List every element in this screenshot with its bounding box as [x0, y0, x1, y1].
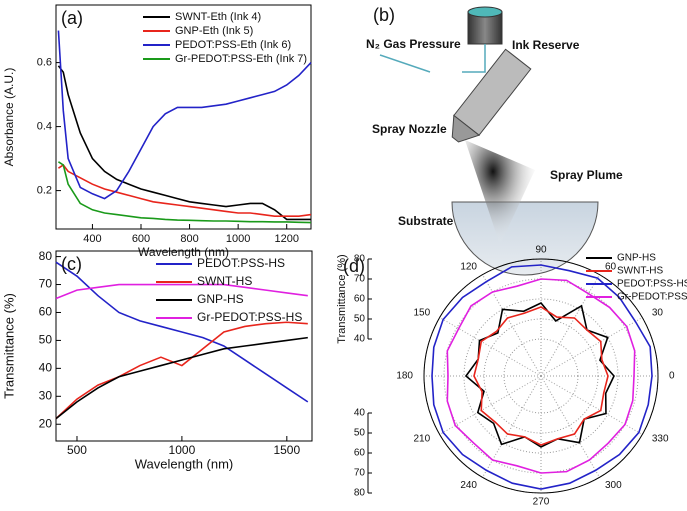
series-line: [473, 306, 609, 446]
y-axis-title: Transmittance (%): [1, 293, 16, 399]
r-tick-label: 80: [354, 254, 366, 265]
x-tick-label: 600: [132, 233, 150, 245]
y-tick-label: 0.6: [37, 57, 52, 69]
series-line: [55, 336, 308, 420]
legend-label: PEDOT:PSS-HS: [197, 256, 285, 270]
series-line: [57, 163, 312, 217]
grid-spoke: [482, 375, 542, 478]
legend-label: GNP-Eth (Ink 5): [175, 25, 253, 37]
series-line: [57, 30, 312, 200]
series-line: [57, 65, 311, 221]
nozzle-shape: [451, 48, 532, 143]
theta-tick-label: 180: [396, 371, 413, 382]
y-tick-label: 0.2: [37, 185, 52, 197]
series-line: [446, 278, 636, 474]
theta-tick-label: 240: [460, 480, 477, 491]
panel-label: (c): [61, 254, 82, 274]
y-tick-label: 50: [39, 333, 53, 347]
r-tick-label: 50: [354, 314, 366, 325]
y-tick-label: 70: [39, 277, 53, 291]
y-tick-label: 40: [39, 361, 53, 375]
panel-label: (d): [343, 256, 365, 276]
theta-tick-label: 60: [605, 262, 617, 273]
legend-label: GNP-HS: [197, 292, 244, 306]
grid-spoke: [540, 375, 643, 435]
grid-spoke: [482, 274, 542, 377]
r-tick-label: 50: [354, 428, 366, 439]
theta-tick-label: 90: [535, 245, 547, 256]
theta-tick-label: 210: [413, 434, 430, 445]
grid-spoke: [540, 375, 600, 478]
x-tick-label: 1500: [273, 443, 300, 457]
grid-spoke: [439, 317, 542, 377]
series-line: [55, 321, 308, 420]
x-tick-label: 1000: [169, 443, 196, 457]
series-line: [431, 264, 653, 490]
x-tick-label: 400: [83, 233, 101, 245]
plume-label: Spray Plume: [550, 168, 623, 182]
r-tick-label: 40: [354, 334, 366, 345]
ink-line: [462, 44, 486, 73]
legend-label: PEDOT:PSS-Eth (Ink 6): [175, 39, 291, 51]
theta-tick-label: 300: [605, 480, 622, 491]
x-tick-label: 1000: [226, 233, 250, 245]
theta-tick-label: 270: [533, 497, 550, 508]
legend-label: PEDOT:PSS-HS: [617, 279, 687, 290]
plot-frame: [55, 250, 313, 442]
x-tick-label: 500: [67, 443, 87, 457]
x-tick-label: 1200: [274, 233, 298, 245]
series-line: [55, 261, 309, 403]
grid-circle: [463, 298, 619, 454]
r-tick-label: 70: [354, 468, 366, 479]
series-line: [55, 283, 308, 300]
reserve-label: Ink Reserve: [512, 38, 580, 52]
y-tick-label: 60: [39, 305, 53, 319]
grid-spoke: [540, 274, 600, 377]
y-axis-title: Absorbance (A.U.): [2, 68, 16, 167]
panel-label: (a): [61, 8, 83, 28]
legend-label: GNP-HS: [617, 253, 656, 264]
ink-top: [467, 6, 503, 18]
y-tick-label: 30: [39, 388, 53, 402]
series-line: [464, 302, 615, 448]
y-tick-label: 20: [39, 416, 53, 430]
gas-line: [379, 54, 431, 73]
r-tick-label: 40: [354, 408, 366, 419]
y-tick-label: 80: [39, 249, 53, 263]
x-tick-label: 800: [180, 233, 198, 245]
r-tick-label: 80: [354, 488, 366, 499]
series-line: [57, 161, 312, 224]
legend-label: Gr-PEDOT:PSS-HS: [617, 292, 687, 303]
legend-label: SWNT-Eth (Ink 4): [175, 11, 261, 23]
r-tick-label: 60: [354, 448, 366, 459]
x-axis-title: Wavelength (nm): [135, 456, 234, 471]
y-tick-label: 0.4: [37, 121, 52, 133]
substrate-label: Substrate: [398, 214, 454, 228]
legend-label: SWNT-HS: [617, 266, 663, 277]
theta-tick-label: 330: [652, 434, 669, 445]
theta-tick-label: 120: [460, 262, 477, 273]
legend-label: Gr-PEDOT:PSS-HS: [197, 310, 302, 324]
gas-label: N₂ Gas Pressure: [366, 37, 461, 51]
nozzle-label: Spray Nozzle: [372, 122, 447, 136]
legend-label: SWNT-HS: [197, 274, 252, 288]
x-axis-title: Wavelength (nm): [138, 245, 229, 259]
diagram: (b) N₂ Gas Pressure Ink Reserve Spray No…: [366, 5, 623, 276]
theta-tick-label: 0: [669, 371, 675, 382]
legend-label: Gr-PEDOT:PSS-Eth (Ink 7): [175, 53, 307, 65]
polar-frame: [423, 258, 659, 494]
r-tick-label: 70: [354, 274, 366, 285]
plot-frame: [55, 4, 312, 230]
panel-label: (b): [373, 5, 395, 25]
theta-tick-label: 30: [652, 308, 664, 319]
plume-shape: [465, 140, 535, 245]
theta-tick-label: 150: [413, 308, 430, 319]
r-axis-title: Transmittance (%): [336, 254, 348, 343]
r-tick-label: 60: [354, 294, 366, 305]
substrate-shape: [451, 201, 599, 276]
